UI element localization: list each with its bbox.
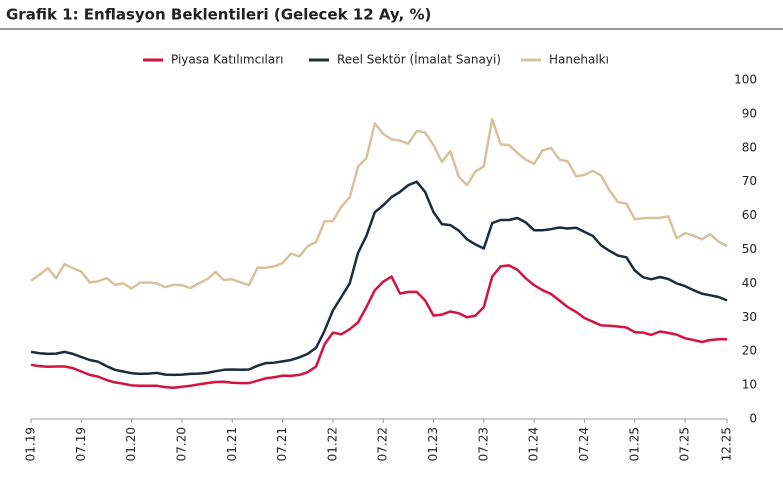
legend-label: Reel Sektör (İmalat Sanayi) bbox=[337, 52, 501, 67]
chart-title: Grafik 1: Enflasyon Beklentileri (Gelece… bbox=[6, 6, 431, 24]
x-tick-label: 07.21 bbox=[275, 427, 289, 461]
x-tick-label: 12.25 bbox=[720, 427, 734, 461]
legend-label: Hanehalkı bbox=[549, 53, 609, 67]
x-tick-label: 01.21 bbox=[225, 427, 239, 461]
y-tick-label: 30 bbox=[742, 310, 757, 324]
x-tick-label: 01.23 bbox=[426, 427, 440, 461]
series-line bbox=[30, 180, 728, 377]
y-tick-label: 10 bbox=[742, 378, 757, 392]
y-tick-label: 100 bbox=[734, 73, 757, 87]
y-tick-label: 70 bbox=[742, 174, 757, 188]
legend-label: Piyasa Katılımcıları bbox=[171, 53, 283, 67]
x-tick-label: 07.20 bbox=[174, 427, 188, 461]
y-tick-label: 50 bbox=[742, 242, 757, 256]
y-tick-label: 40 bbox=[742, 276, 757, 290]
x-tick-label: 07.19 bbox=[74, 427, 88, 461]
x-tick-label: 07.24 bbox=[577, 427, 591, 461]
y-tick-label: 80 bbox=[742, 140, 757, 154]
x-tick-label: 01.20 bbox=[124, 427, 138, 461]
series-line bbox=[30, 264, 727, 390]
x-tick-label: 07.23 bbox=[476, 427, 490, 461]
y-tick-label: 60 bbox=[742, 208, 757, 222]
x-tick-label: 01.25 bbox=[627, 427, 641, 461]
series-line bbox=[30, 117, 728, 290]
x-tick-label: 07.25 bbox=[678, 427, 692, 461]
x-tick-label: 01.19 bbox=[24, 427, 38, 461]
y-tick-label: 20 bbox=[742, 344, 757, 358]
x-tick-label: 07.22 bbox=[376, 427, 390, 461]
y-tick-label: 90 bbox=[742, 106, 757, 120]
x-tick-label: 01.24 bbox=[527, 427, 541, 461]
y-tick-label: 0 bbox=[749, 412, 757, 426]
x-tick-label: 01.22 bbox=[325, 427, 339, 461]
